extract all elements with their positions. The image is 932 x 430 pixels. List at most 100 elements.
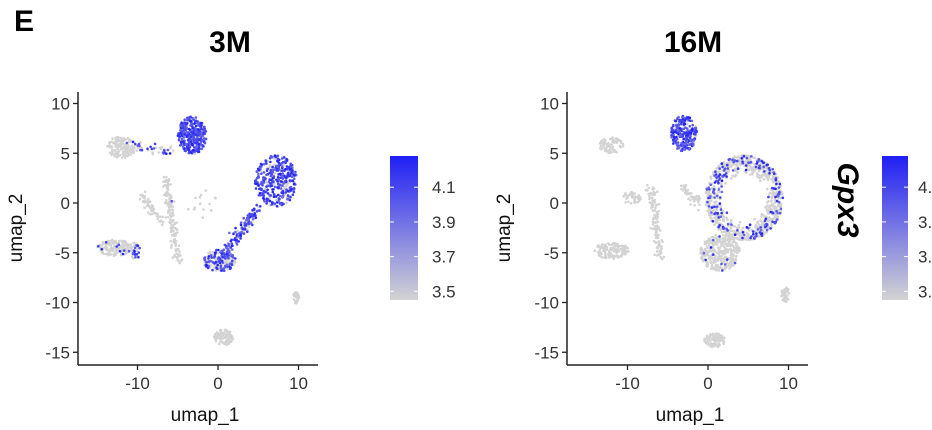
cell-point	[720, 185, 723, 188]
cell-point	[733, 175, 737, 178]
cell-point	[723, 263, 727, 266]
cell-point	[725, 265, 728, 268]
cell-point	[714, 170, 717, 173]
cell-point	[263, 200, 266, 203]
cell-point	[710, 213, 713, 217]
cell-point	[187, 207, 190, 211]
cell-point	[183, 147, 186, 151]
cell-point	[719, 260, 723, 263]
cell-point	[784, 294, 788, 297]
cell-point	[751, 171, 754, 174]
cell-point	[638, 195, 642, 199]
cell-point	[774, 214, 778, 218]
cell-point	[196, 134, 200, 137]
cell-point	[166, 216, 170, 219]
feature-label: Gpx3	[831, 162, 864, 237]
cell-point	[716, 221, 719, 224]
cell-point	[97, 244, 100, 248]
cell-point	[779, 207, 783, 210]
cell-point	[734, 258, 738, 262]
cell-point	[620, 248, 624, 252]
cell-point	[213, 262, 216, 265]
cell-point	[186, 134, 189, 137]
cell-point	[161, 215, 164, 219]
cell-point	[250, 213, 254, 216]
cell-point	[117, 151, 120, 154]
cell-point	[713, 250, 717, 253]
cell-point	[719, 208, 723, 211]
cell-point	[143, 190, 147, 194]
color-bar-label: 4.1	[918, 178, 932, 197]
cell-point	[178, 250, 181, 253]
cell-point	[653, 253, 656, 257]
cell-point	[115, 137, 118, 140]
cell-point	[286, 174, 289, 178]
cell-point	[784, 290, 788, 294]
cell-point	[708, 250, 711, 253]
cell-point	[187, 131, 190, 134]
cell-point	[673, 135, 676, 139]
cell-point	[182, 136, 186, 139]
cell-point	[204, 189, 208, 192]
cell-point	[121, 252, 125, 256]
cell-point	[745, 226, 749, 229]
cell-point	[210, 209, 213, 212]
cell-point	[709, 216, 712, 219]
cell-point	[717, 165, 721, 168]
cell-point	[108, 141, 111, 145]
cell-point	[778, 182, 782, 186]
cell-point	[281, 195, 285, 199]
cell-point	[131, 140, 135, 144]
cell-point	[123, 242, 127, 245]
cell-point	[193, 141, 197, 145]
cell-point	[189, 120, 192, 123]
cell-point	[694, 126, 698, 130]
cell-point	[778, 211, 782, 215]
cell-point	[257, 168, 261, 172]
cell-point	[722, 160, 726, 164]
cell-point	[229, 266, 232, 269]
cell-point	[180, 125, 183, 128]
cell-point	[599, 147, 602, 150]
cell-point	[723, 267, 727, 271]
cell-point	[195, 140, 198, 143]
cell-point	[709, 194, 712, 198]
cell-point	[730, 223, 733, 226]
cell-point	[295, 292, 299, 296]
cell-point	[108, 242, 112, 246]
cell-point	[714, 260, 717, 264]
cell-point	[682, 137, 686, 141]
cell-point	[234, 239, 237, 242]
cell-point	[171, 149, 175, 152]
cell-point	[163, 183, 167, 187]
cell-point	[708, 241, 712, 244]
cell-point	[718, 267, 721, 270]
cell-point	[214, 337, 217, 341]
cell-point	[648, 197, 651, 201]
cell-point	[651, 227, 655, 231]
cell-point	[657, 243, 661, 247]
cell-point	[759, 179, 762, 183]
cell-point	[709, 183, 712, 187]
cell-point	[122, 139, 126, 142]
cell-point	[644, 188, 648, 192]
cell-point	[226, 329, 229, 333]
cell-point	[776, 212, 779, 215]
cell-point	[601, 246, 605, 249]
cell-point	[122, 244, 125, 247]
cell-point	[272, 193, 276, 196]
cell-point	[293, 301, 297, 305]
x-tick-label: 10	[779, 374, 798, 393]
cell-point	[761, 222, 764, 226]
cell-point	[716, 335, 720, 339]
cell-point	[225, 333, 229, 337]
cell-point	[103, 246, 107, 249]
cell-point	[719, 215, 722, 218]
cell-point	[221, 259, 224, 263]
cell-point	[710, 267, 713, 270]
cell-point	[727, 231, 731, 234]
cell-point	[659, 249, 662, 253]
cell-point	[202, 131, 205, 135]
cell-point	[283, 180, 287, 183]
cell-point	[281, 189, 285, 193]
